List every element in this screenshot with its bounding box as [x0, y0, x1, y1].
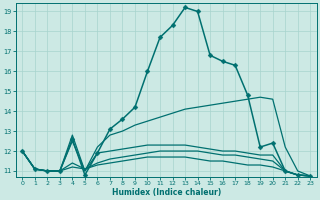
X-axis label: Humidex (Indice chaleur): Humidex (Indice chaleur)	[112, 188, 221, 197]
